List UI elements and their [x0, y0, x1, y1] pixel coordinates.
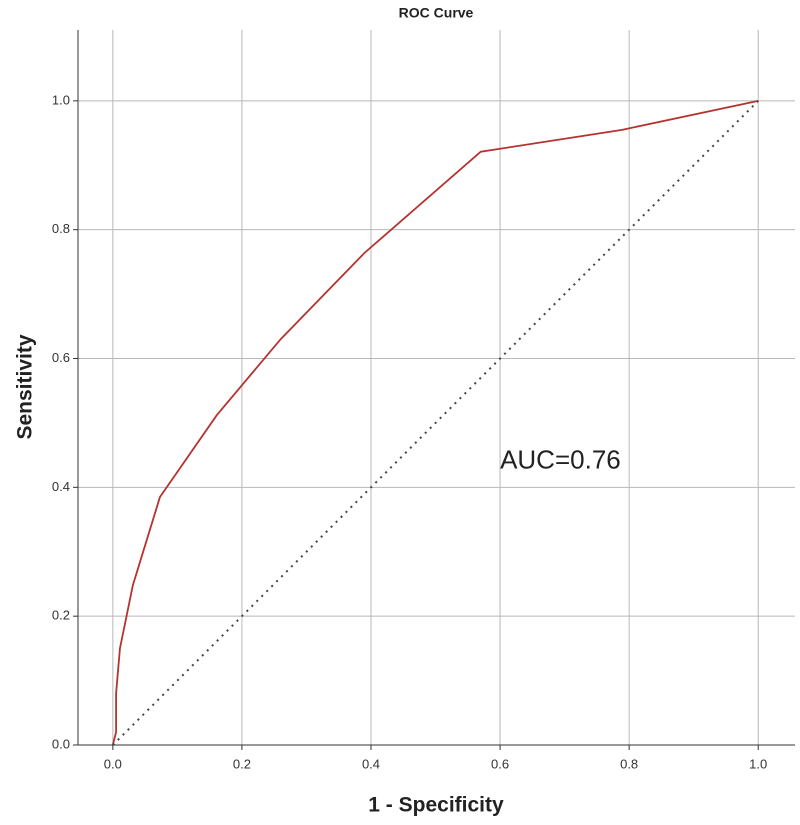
x-axis-label: 1 - Specificity	[368, 794, 504, 817]
y-tick-label: 0.0	[52, 736, 70, 751]
x-tick-label: 1.0	[749, 756, 767, 771]
y-tick-label: 0.2	[52, 608, 70, 623]
y-tick-label: 0.8	[52, 221, 70, 236]
x-tick-label: 0.8	[620, 756, 638, 771]
x-tick-label: 0.4	[362, 756, 380, 771]
y-tick-label: 1.0	[52, 92, 70, 107]
reference-line	[112, 100, 759, 746]
annotation: AUC=0.76	[500, 444, 621, 474]
roc-curve	[111, 99, 759, 746]
y-tick-label: 0.4	[52, 479, 70, 494]
x-tick-label: 0.2	[233, 756, 251, 771]
x-tick-label: 0.0	[104, 756, 122, 771]
y-tick-label: 0.6	[52, 350, 70, 365]
x-tick-label: 0.6	[491, 756, 509, 771]
chart-title: ROC Curve	[399, 5, 474, 21]
y-axis-label: Sensitivity	[14, 334, 37, 439]
